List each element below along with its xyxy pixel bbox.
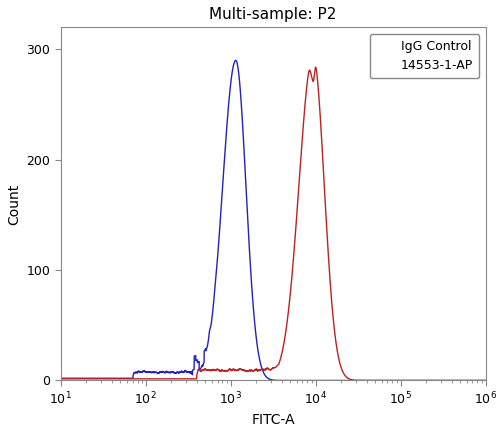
14553-1-AP — [312, 65, 319, 70]
Line: 14553-1-AP: 14553-1-AP — [61, 67, 485, 381]
X-axis label: FITC-A: FITC-A — [251, 413, 295, 427]
IgG Control — [233, 58, 239, 63]
IgG Control — [220, 177, 226, 182]
14553-1-AP — [334, 347, 340, 352]
Line: IgG Control: IgG Control — [61, 60, 485, 381]
Legend: IgG Control, 14553-1-AP: IgG Control, 14553-1-AP — [369, 33, 479, 78]
14553-1-AP — [312, 65, 319, 70]
14553-1-AP — [482, 378, 488, 383]
IgG Control — [482, 378, 488, 383]
IgG Control — [334, 378, 340, 383]
14553-1-AP — [375, 378, 381, 383]
Title: Multi-sample: P2: Multi-sample: P2 — [210, 7, 337, 22]
14553-1-AP — [220, 368, 226, 374]
14553-1-AP — [407, 378, 413, 383]
IgG Control — [58, 376, 64, 381]
Y-axis label: Count: Count — [7, 183, 21, 224]
IgG Control — [312, 378, 319, 383]
IgG Control — [407, 378, 413, 383]
IgG Control — [375, 378, 381, 383]
IgG Control — [135, 369, 141, 374]
14553-1-AP — [135, 376, 141, 381]
14553-1-AP — [58, 376, 64, 381]
